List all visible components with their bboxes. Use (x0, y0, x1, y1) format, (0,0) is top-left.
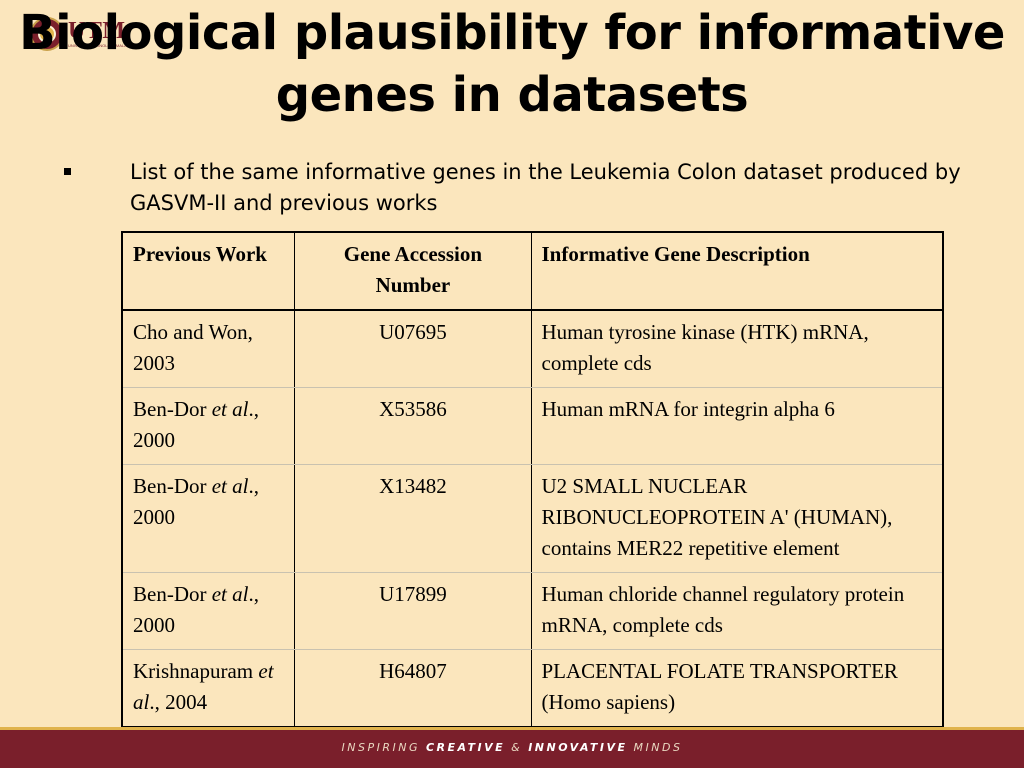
university-seal-icon (30, 17, 64, 51)
bullet-icon (64, 168, 71, 175)
accession-cell: X13482 (294, 464, 532, 573)
footer-bar: INSPIRING CREATIVE & INNOVATIVE MINDS (0, 727, 1024, 768)
genes-table: Previous Work Gene Accession Number Info… (121, 231, 944, 728)
header-accession-number: Gene Accession Number (294, 231, 532, 311)
footer-tagline: INSPIRING CREATIVE & INNOVATIVE MINDS (341, 741, 683, 754)
accession-cell: X53586 (294, 387, 532, 465)
accession-cell: H64807 (294, 649, 532, 728)
previous-work-cell: Krishnapuram et al., 2004 (121, 649, 296, 728)
previous-work-cell: Cho and Won, 2003 (121, 309, 296, 388)
previous-work-cell: Ben-Dor et al., 2000 (121, 387, 296, 465)
header-previous-work: Previous Work (121, 231, 296, 311)
table-row: Ben-Dor et al., 2000 X13482 U2 SMALL NUC… (121, 464, 944, 573)
intro-text: List of the same informative genes in th… (130, 160, 961, 215)
table-row: Ben-Dor et al., 2000 X53586 Human mRNA f… (121, 387, 944, 465)
accession-cell: U07695 (294, 309, 532, 388)
previous-work-cell: Ben-Dor et al., 2000 (121, 572, 296, 650)
previous-work-cell: Ben-Dor et al., 2000 (121, 464, 296, 573)
logo-wordmark: UTM (68, 18, 126, 44)
header-gene-description: Informative Gene Description (530, 231, 944, 311)
table-row: Ben-Dor et al., 2000 U17899 Human chlori… (121, 572, 944, 650)
slide-title: Biological plausibility for informative … (19, 5, 1005, 123)
description-cell: Human tyrosine kinase (HTK) mRNA, comple… (530, 309, 944, 388)
table-row: Krishnapuram et al., 2004 H64807 PLACENT… (121, 649, 944, 728)
description-cell: Human mRNA for integrin alpha 6 (530, 387, 944, 465)
description-cell: PLACENTAL FOLATE TRANSPORTER (Homo sapie… (530, 649, 944, 728)
accession-cell: U17899 (294, 572, 532, 650)
description-cell: U2 SMALL NUCLEAR RIBONUCLEOPROTEIN A' (H… (530, 464, 944, 573)
logo-subtext: UNIVERSITI TEKNOLOGI MALAYSIA (68, 43, 136, 48)
utm-logo: UTM UNIVERSITI TEKNOLOGI MALAYSIA (30, 14, 142, 54)
table-header-row: Previous Work Gene Accession Number Info… (121, 231, 944, 311)
description-cell: Human chloride channel regulatory protei… (530, 572, 944, 650)
footer-accent-line (0, 727, 1024, 730)
table-row: Cho and Won, 2003 U07695 Human tyrosine … (121, 309, 944, 388)
